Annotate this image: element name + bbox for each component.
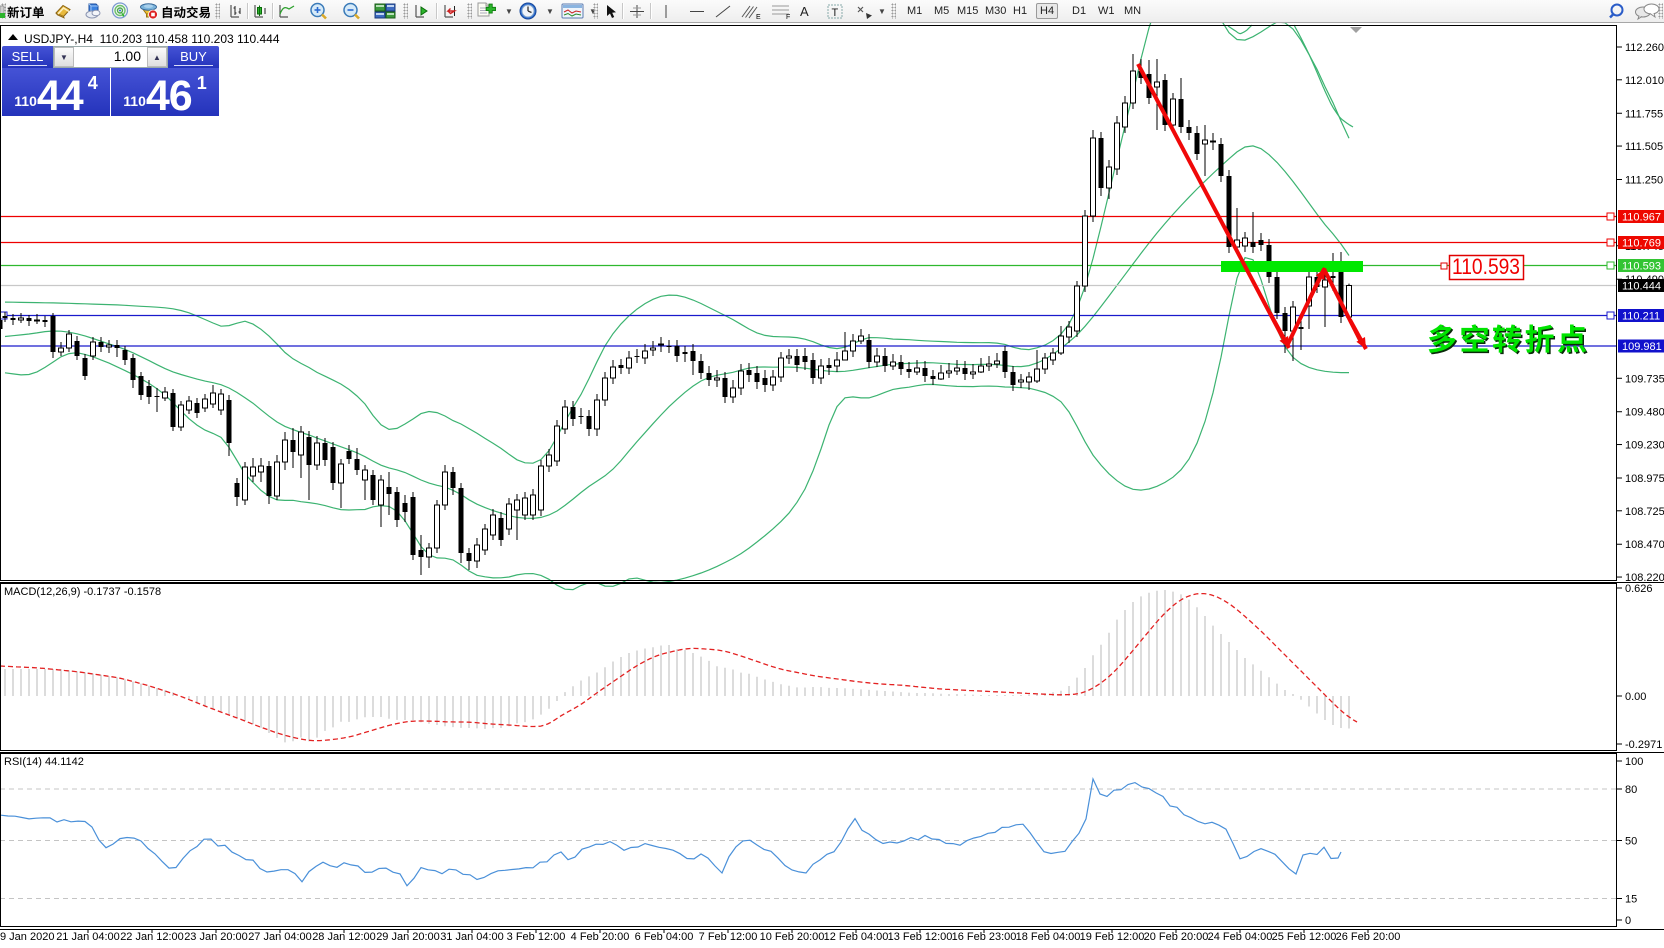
svg-text:18 Feb 04:00: 18 Feb 04:00 <box>1016 931 1081 943</box>
svg-text:109.480: 109.480 <box>1625 407 1664 419</box>
svg-text:23 Jan 20:00: 23 Jan 20:00 <box>184 931 248 943</box>
svg-text:19 Feb 12:00: 19 Feb 12:00 <box>1080 931 1145 943</box>
svg-text:108.975: 108.975 <box>1625 473 1664 485</box>
svg-text:80: 80 <box>1625 784 1637 796</box>
svg-text:50: 50 <box>1625 836 1637 848</box>
svg-text:108.220: 108.220 <box>1625 572 1664 584</box>
svg-text:T: T <box>832 7 839 19</box>
svg-text:4 Feb 20:00: 4 Feb 20:00 <box>571 931 630 943</box>
svg-text:3 Feb 12:00: 3 Feb 12:00 <box>507 931 566 943</box>
svg-text:112.010: 112.010 <box>1625 75 1664 87</box>
svg-text:16 Feb 23:00: 16 Feb 23:00 <box>952 931 1017 943</box>
svg-text:F: F <box>786 14 790 20</box>
svg-text:10 Feb 20:00: 10 Feb 20:00 <box>760 931 825 943</box>
svg-text:110.211: 110.211 <box>1622 311 1660 323</box>
svg-text:28 Jan 12:00: 28 Jan 12:00 <box>312 931 376 943</box>
svg-text:108.470: 108.470 <box>1625 539 1664 551</box>
svg-text:110.444: 110.444 <box>1622 281 1661 293</box>
svg-text:109.230: 109.230 <box>1625 440 1664 452</box>
svg-text:29 Jan 20:00: 29 Jan 20:00 <box>376 931 440 943</box>
svg-text:9 Jan 2020: 9 Jan 2020 <box>0 931 54 943</box>
svg-text:0: 0 <box>1625 915 1631 927</box>
svg-text:7 Feb 12:00: 7 Feb 12:00 <box>699 931 758 943</box>
svg-text:109.735: 109.735 <box>1625 373 1664 385</box>
svg-text:108.725: 108.725 <box>1625 506 1664 518</box>
svg-text:27 Jan 04:00: 27 Jan 04:00 <box>248 931 312 943</box>
svg-text:110.967: 110.967 <box>1622 212 1661 224</box>
svg-text:12 Feb 04:00: 12 Feb 04:00 <box>824 931 889 943</box>
svg-text:RSI(14) 44.1142: RSI(14) 44.1142 <box>4 756 84 768</box>
svg-text:31 Jan 04:00: 31 Jan 04:00 <box>440 931 504 943</box>
svg-text:26 Feb 20:00: 26 Feb 20:00 <box>1336 931 1401 943</box>
svg-text:25 Feb 12:00: 25 Feb 12:00 <box>1272 931 1337 943</box>
svg-text:110.769: 110.769 <box>1622 238 1661 250</box>
svg-text:0.00: 0.00 <box>1625 691 1646 703</box>
svg-text:-0.2971: -0.2971 <box>1625 739 1662 751</box>
svg-text:111.505: 111.505 <box>1625 141 1663 153</box>
svg-text:6 Feb 04:00: 6 Feb 04:00 <box>635 931 694 943</box>
svg-text:E: E <box>756 14 761 20</box>
svg-text:110.593: 110.593 <box>1622 261 1661 273</box>
svg-text:110.593: 110.593 <box>1452 254 1520 279</box>
svg-text:0.626: 0.626 <box>1625 583 1653 595</box>
svg-text:24 Feb 04:00: 24 Feb 04:00 <box>1208 931 1273 943</box>
svg-text:21 Jan 04:00: 21 Jan 04:00 <box>56 931 120 943</box>
svg-text:112.260: 112.260 <box>1625 42 1664 54</box>
svg-text:100: 100 <box>1625 756 1643 768</box>
svg-text:MACD(12,26,9) -0.1737 -0.1578: MACD(12,26,9) -0.1737 -0.1578 <box>4 586 161 598</box>
svg-text:15: 15 <box>1625 894 1637 906</box>
svg-text:109.981: 109.981 <box>1622 341 1662 353</box>
svg-text:13 Feb 12:00: 13 Feb 12:00 <box>888 931 953 943</box>
svg-text:USDJPY-,H4 110.203 110.458 11: USDJPY-,H4 110.203 110.458 110.203 110.4… <box>24 32 280 46</box>
svg-text:111.755: 111.755 <box>1625 108 1663 120</box>
svg-text:111.250: 111.250 <box>1625 175 1663 187</box>
svg-text:20 Feb 20:00: 20 Feb 20:00 <box>1144 931 1209 943</box>
svg-text:22 Jan 12:00: 22 Jan 12:00 <box>120 931 184 943</box>
